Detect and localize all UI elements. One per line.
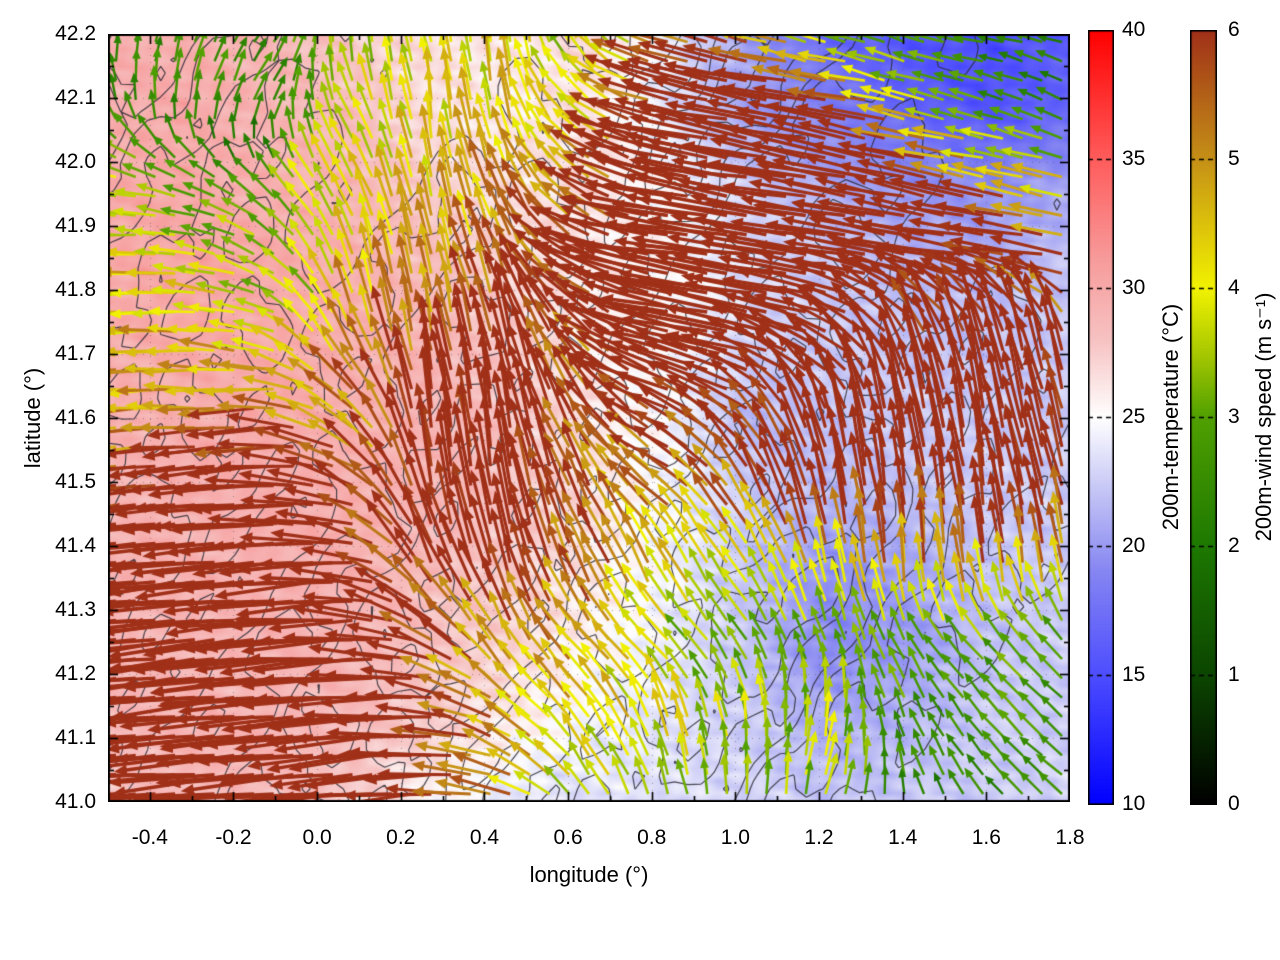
y-tick-label: 42.0 bbox=[55, 150, 96, 173]
y-tick-label: 41.0 bbox=[55, 790, 96, 813]
colorbar-tick-label: 15 bbox=[1122, 663, 1146, 686]
y-tick-label: 41.8 bbox=[55, 278, 96, 301]
y-tick-label: 41.1 bbox=[55, 726, 96, 749]
temperature-colorbar bbox=[1088, 30, 1114, 805]
colorbar-tick-label: 20 bbox=[1122, 534, 1146, 557]
y-tick-label: 41.6 bbox=[55, 406, 96, 429]
wind-colorbar bbox=[1190, 30, 1217, 805]
wind-colorbar-title: 200m-wind speed (m s⁻¹) bbox=[1251, 292, 1276, 542]
y-tick-label: 41.4 bbox=[55, 534, 96, 557]
y-tick-label: 41.9 bbox=[55, 214, 96, 237]
temperature-colorbar-title: 200m-temperature (°C) bbox=[1158, 303, 1183, 531]
x-tick-label: 0.6 bbox=[553, 826, 583, 849]
y-tick-label: 42.2 bbox=[55, 22, 96, 45]
x-tick-label: 1.0 bbox=[720, 826, 750, 849]
y-tick-label: 41.2 bbox=[55, 662, 96, 685]
map-plot-canvas bbox=[108, 34, 1070, 802]
colorbar-tick-label: 5 bbox=[1228, 147, 1240, 170]
colorbar-tick-label: 25 bbox=[1122, 405, 1146, 428]
y-tick-label: 41.3 bbox=[55, 598, 96, 621]
colorbar-tick-label: 2 bbox=[1228, 534, 1240, 557]
colorbar-tick-label: 30 bbox=[1122, 276, 1146, 299]
x-tick-label: -0.4 bbox=[131, 826, 168, 849]
x-tick-label: 1.4 bbox=[888, 826, 918, 849]
colorbar-tick-label: 10 bbox=[1122, 792, 1146, 815]
x-tick-label: 0.4 bbox=[469, 826, 500, 849]
x-tick-label: 0.0 bbox=[302, 826, 332, 849]
x-tick-label: 1.6 bbox=[971, 826, 1001, 849]
colorbar-tick-label: 35 bbox=[1122, 147, 1146, 170]
colorbar-tick-label: 6 bbox=[1228, 18, 1240, 41]
y-tick-label: 41.7 bbox=[55, 342, 96, 365]
colorbar-tick-label: 3 bbox=[1228, 405, 1240, 428]
x-axis-title: longitude (°) bbox=[529, 862, 649, 887]
y-tick-label: 41.5 bbox=[55, 470, 96, 493]
x-tick-label: 0.2 bbox=[386, 826, 416, 849]
colorbar-tick-label: 1 bbox=[1228, 663, 1240, 686]
x-tick-label: -0.2 bbox=[215, 826, 252, 849]
colorbar-tick-label: 40 bbox=[1122, 18, 1146, 41]
y-tick-label: 42.1 bbox=[55, 86, 96, 109]
x-tick-label: 0.8 bbox=[637, 826, 667, 849]
x-tick-label: 1.2 bbox=[804, 826, 834, 849]
x-tick-label: 1.8 bbox=[1055, 826, 1085, 849]
colorbar-tick-label: 4 bbox=[1228, 276, 1240, 299]
colorbar-tick-label: 0 bbox=[1228, 792, 1240, 815]
